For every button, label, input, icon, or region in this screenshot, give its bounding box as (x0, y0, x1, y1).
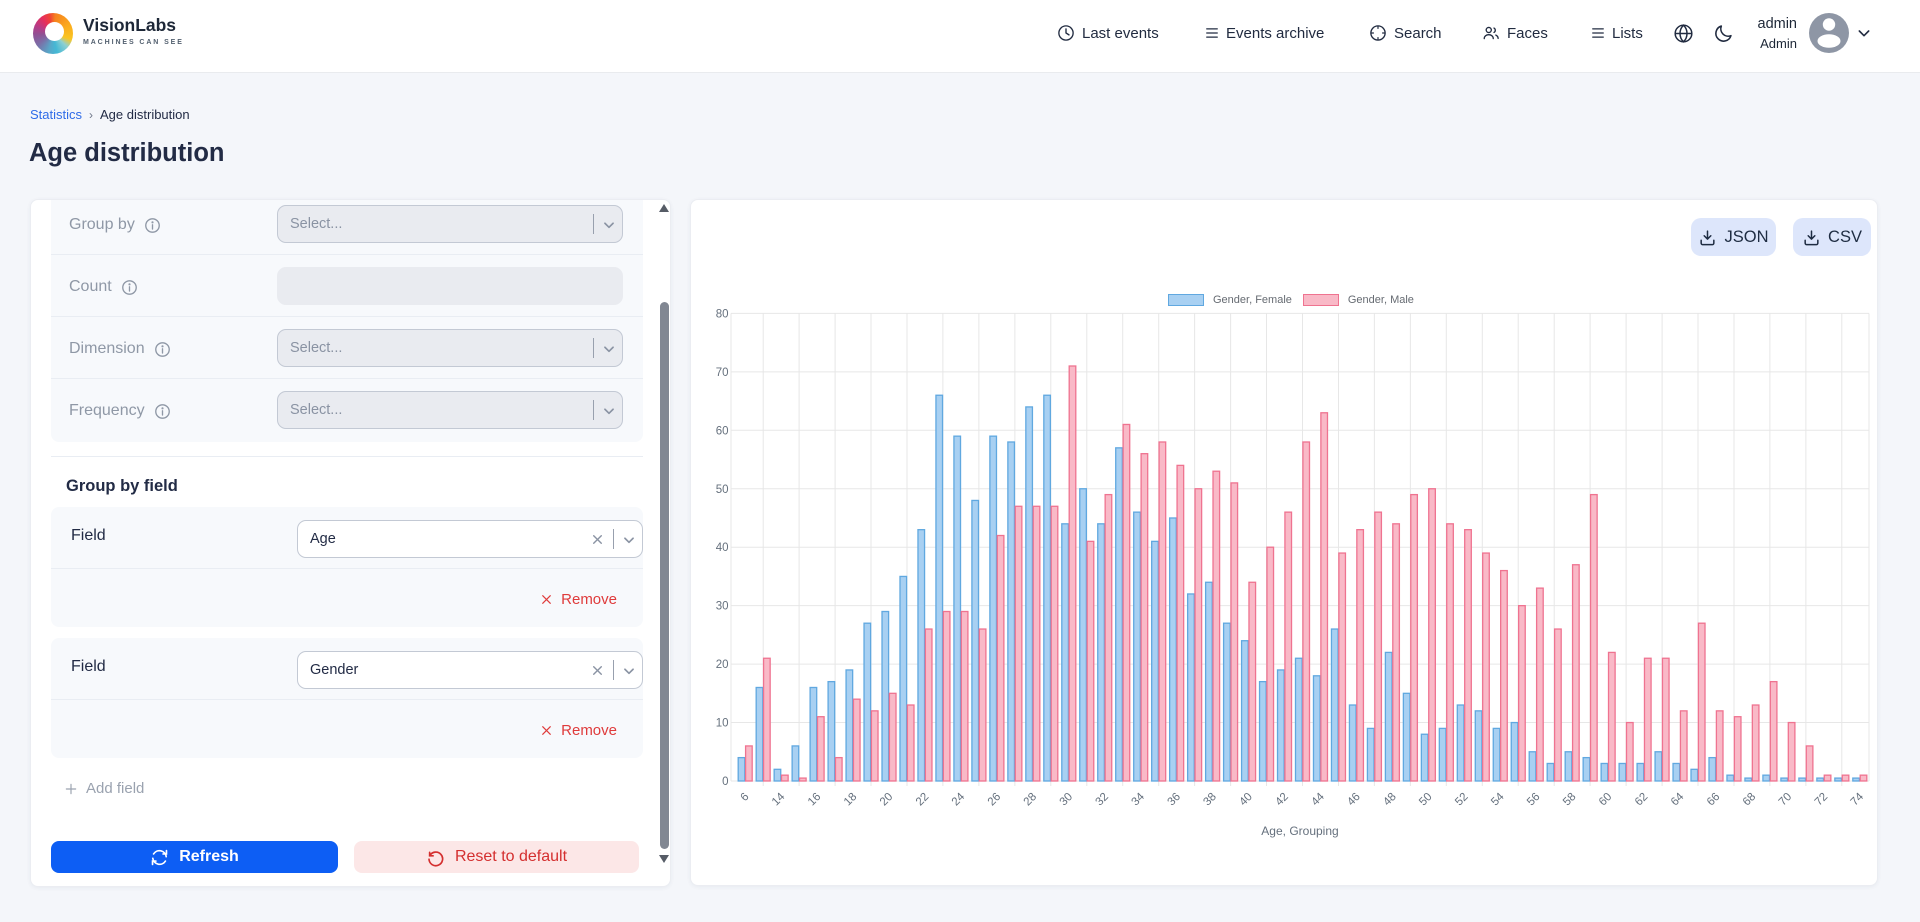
svg-text:70: 70 (716, 367, 729, 379)
svg-text:10: 10 (716, 718, 729, 730)
svg-text:20: 20 (878, 791, 896, 809)
svg-text:32: 32 (1094, 791, 1112, 809)
svg-text:62: 62 (1633, 791, 1651, 809)
svg-text:70: 70 (1777, 791, 1795, 809)
svg-text:48: 48 (1381, 791, 1399, 809)
svg-text:68: 68 (1741, 791, 1759, 809)
svg-text:18: 18 (842, 791, 860, 809)
svg-text:0: 0 (722, 776, 728, 788)
svg-text:36: 36 (1166, 791, 1184, 809)
svg-text:6: 6 (739, 791, 752, 804)
svg-text:60: 60 (1597, 791, 1615, 809)
svg-text:22: 22 (914, 791, 932, 809)
svg-text:20: 20 (716, 659, 729, 671)
svg-text:14: 14 (770, 790, 788, 808)
svg-text:80: 80 (716, 308, 729, 320)
svg-text:74: 74 (1849, 790, 1867, 808)
svg-text:Age, Grouping: Age, Grouping (1261, 824, 1338, 838)
svg-text:58: 58 (1561, 791, 1579, 809)
svg-text:40: 40 (1237, 791, 1255, 809)
svg-text:50: 50 (1417, 791, 1435, 809)
svg-text:40: 40 (716, 542, 729, 554)
svg-text:30: 30 (716, 601, 729, 613)
svg-text:46: 46 (1345, 791, 1363, 809)
svg-text:44: 44 (1309, 790, 1327, 808)
svg-text:42: 42 (1273, 791, 1291, 809)
svg-text:54: 54 (1489, 790, 1507, 808)
svg-text:24: 24 (950, 790, 968, 808)
svg-text:28: 28 (1022, 791, 1040, 809)
svg-text:66: 66 (1705, 791, 1723, 809)
svg-text:16: 16 (806, 791, 824, 809)
svg-text:26: 26 (986, 791, 1004, 809)
svg-text:34: 34 (1130, 790, 1148, 808)
svg-text:72: 72 (1813, 791, 1831, 809)
svg-text:38: 38 (1201, 791, 1219, 809)
svg-text:56: 56 (1525, 791, 1543, 809)
svg-text:52: 52 (1453, 791, 1471, 809)
svg-text:64: 64 (1669, 790, 1687, 808)
svg-text:50: 50 (716, 484, 729, 496)
svg-text:60: 60 (716, 425, 729, 437)
svg-text:30: 30 (1058, 791, 1076, 809)
